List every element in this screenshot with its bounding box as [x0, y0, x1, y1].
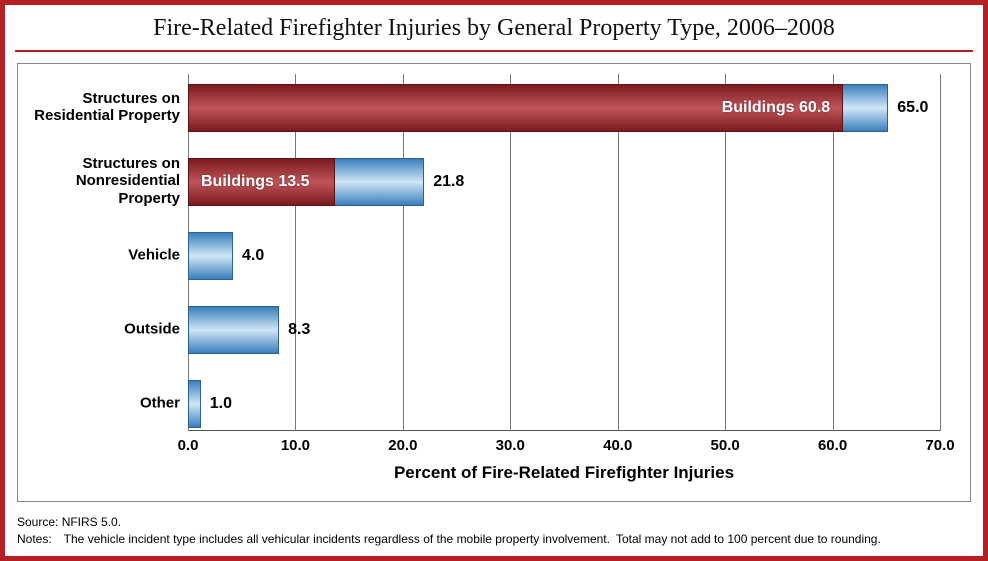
total-bar: 4.0 [188, 232, 233, 280]
category-label: Structures onNonresidential Property [20, 155, 180, 207]
x-baseline [188, 430, 940, 431]
category-label: Vehicle [20, 246, 180, 263]
total-bar: 8.3 [188, 306, 279, 354]
total-value-label: 8.3 [288, 321, 310, 339]
category-label: Other [20, 394, 180, 411]
gridline [940, 74, 941, 431]
buildings-overlay-label: Buildings 60.8 [722, 99, 830, 117]
buildings-overlay-bar: Buildings 60.8 [188, 84, 843, 132]
source-line: Source: NFIRS 5.0. [17, 514, 881, 531]
chart-area: 0.0 10.0 20.0 30.0 40.0 50.0 60.0 70.0 Structure… [17, 63, 971, 502]
x-tick-label: 40.0 [603, 437, 632, 454]
buildings-overlay-bar: Buildings 13.5 [188, 158, 335, 206]
x-tick-label: 60.0 [818, 437, 847, 454]
total-value-label: 21.8 [433, 173, 464, 191]
footnotes: Source: NFIRS 5.0. Notes: The vehicle in… [17, 514, 881, 548]
title-rule [15, 50, 973, 52]
total-value-label: 4.0 [242, 247, 264, 265]
total-value-label: 65.0 [897, 99, 928, 117]
x-tick-label: 0.0 [178, 437, 199, 454]
x-tick-label: 70.0 [925, 437, 954, 454]
chart-title: Fire-Related Firefighter Injuries by Gen… [5, 5, 983, 50]
category-label: Structures onResidential Property [20, 90, 180, 125]
x-tick-label: 10.0 [281, 437, 310, 454]
x-tick-label: 50.0 [711, 437, 740, 454]
x-tick-label: 30.0 [496, 437, 525, 454]
total-bar: 1.0 [188, 380, 201, 428]
x-tick-label: 20.0 [388, 437, 417, 454]
x-axis-title: Percent of Fire-Related Firefighter Inju… [188, 463, 940, 483]
category-label: Outside [20, 320, 180, 337]
total-value-label: 1.0 [210, 395, 232, 413]
notes-line: Notes: The vehicle incident type include… [17, 531, 881, 548]
plot-region: 0.010.020.030.040.050.060.070.0Structure… [188, 74, 940, 431]
chart-frame: Fire-Related Firefighter Injuries by Gen… [0, 0, 988, 561]
buildings-overlay-label: Buildings 13.5 [201, 173, 309, 191]
